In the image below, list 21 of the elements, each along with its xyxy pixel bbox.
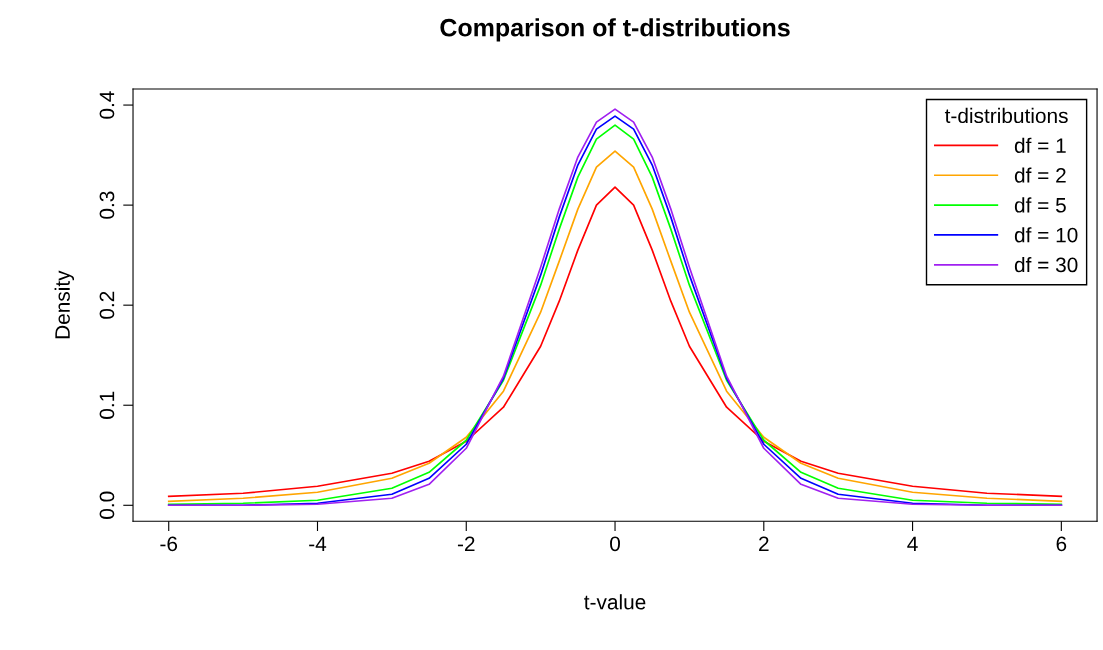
- legend-label: df = 1: [1014, 137, 1066, 153]
- y-axis-title: Density: [54, 270, 75, 339]
- y-tick-label: 0.3: [99, 191, 115, 219]
- x-tick-label: -2: [457, 536, 475, 551]
- y-tick-label: 0.2: [99, 291, 115, 319]
- x-tick-label: -6: [160, 536, 178, 552]
- x-axis-title: t-value: [584, 594, 646, 610]
- x-tick-label: -4: [309, 536, 327, 551]
- y-tick-label: 0.0: [99, 491, 115, 519]
- x-tick-label: 0: [610, 536, 621, 552]
- y-tick-label: 0.1: [99, 391, 115, 419]
- x-tick-label: 2: [759, 536, 769, 551]
- legend-label: df = 30: [1014, 256, 1078, 273]
- legend-label: df = 10: [1014, 227, 1078, 243]
- y-tick-label: 0.4: [99, 91, 115, 119]
- legend-label: df = 2: [1014, 167, 1066, 183]
- x-tick-label: 6: [1056, 536, 1067, 552]
- legend-label: df = 5: [1014, 197, 1066, 213]
- x-tick-label: 4: [907, 536, 918, 551]
- chart-title: Comparison of t-distributions: [440, 18, 790, 42]
- legend-title: t-distributions: [944, 107, 1068, 124]
